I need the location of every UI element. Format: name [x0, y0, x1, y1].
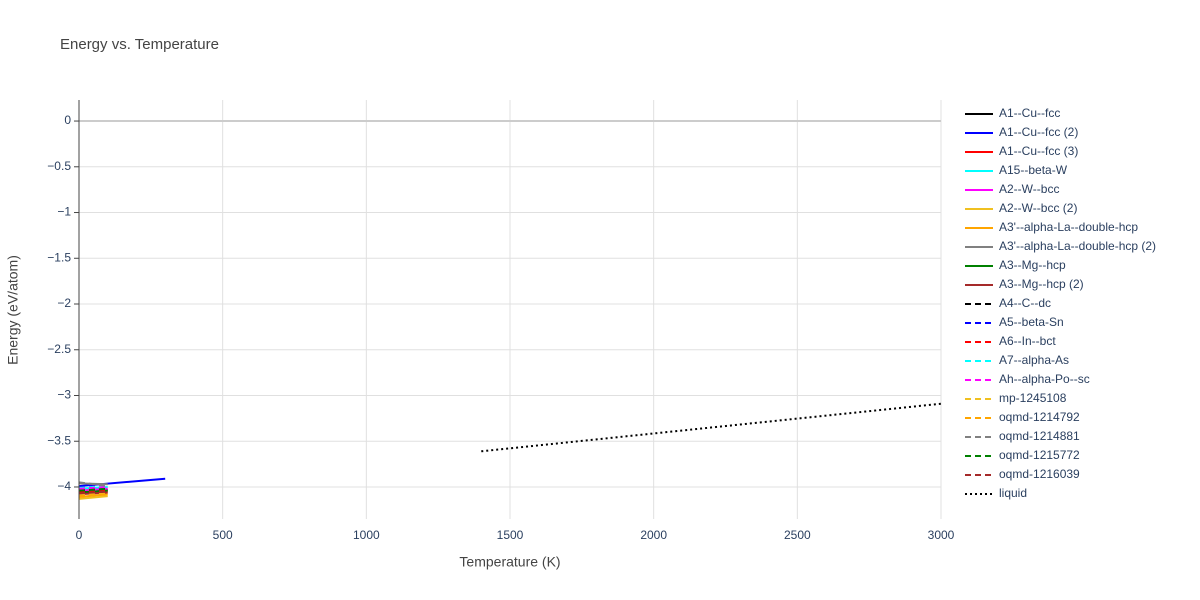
legend-label: A3--Mg--hcp: [999, 258, 1066, 272]
x-tick-label: 500: [213, 528, 233, 542]
series-line: [78, 493, 108, 498]
legend-label: A7--alpha-As: [999, 353, 1069, 367]
x-axis-title: Temperature (K): [459, 554, 560, 570]
y-tick-label: −4: [57, 479, 71, 493]
chart-title: Energy vs. Temperature: [60, 36, 219, 53]
legend-label: oqmd-1216039: [999, 467, 1080, 481]
legend-label: A3'--alpha-La--double-hcp: [999, 220, 1138, 234]
legend-label: A15--beta-W: [999, 163, 1068, 177]
legend-label: mp-1245108: [999, 391, 1067, 405]
legend-label: A5--beta-Sn: [999, 315, 1064, 329]
legend-label: A2--W--bcc (2): [999, 201, 1077, 215]
x-tick-label: 3000: [928, 528, 955, 542]
plot-area: [78, 402, 942, 500]
legend-label: Ah--alpha-Po--sc: [999, 372, 1090, 386]
series-line: [78, 490, 108, 495]
series-line: [78, 481, 108, 488]
x-tick-label: 1500: [497, 528, 524, 542]
y-tick-label: 0: [64, 113, 71, 127]
y-tick-label: −0.5: [47, 159, 71, 173]
legend-label: A3--Mg--hcp (2): [999, 277, 1084, 291]
y-axis-title: Energy (eV/atom): [5, 255, 21, 365]
x-tick-label: 0: [76, 528, 83, 542]
x-tick-label: 1000: [353, 528, 380, 542]
legend-label: A4--C--dc: [999, 296, 1051, 310]
y-tick-label: −2: [57, 296, 71, 310]
legend-label: A6--In--bct: [999, 334, 1056, 348]
y-tick-label: −3.5: [47, 433, 71, 447]
legend-label: A1--Cu--fcc (3): [999, 144, 1078, 158]
x-tick-label: 2500: [784, 528, 811, 542]
y-tick-label: −1: [57, 205, 71, 219]
legend-label: liquid: [999, 486, 1027, 500]
legend-label: oqmd-1214881: [999, 429, 1080, 443]
series-line: [481, 402, 942, 453]
x-tick-label: 2000: [640, 528, 667, 542]
legend: A1--Cu--fcc A1--Cu--fcc (2) A1--Cu--fcc (3…: [965, 106, 1156, 500]
y-tick-label: −1.5: [47, 250, 71, 264]
y-tick-label: −3: [57, 388, 71, 402]
grid: [78, 100, 942, 519]
series-line: [78, 487, 108, 492]
series-line: [78, 485, 108, 490]
legend-label: A1--Cu--fcc: [999, 106, 1060, 120]
series-line: [78, 495, 108, 500]
legend-label: oqmd-1214792: [999, 410, 1080, 424]
legend-label: oqmd-1215772: [999, 448, 1080, 462]
y-tick-label: −2.5: [47, 342, 71, 356]
legend-label: A2--W--bcc: [999, 182, 1059, 196]
legend-label: A1--Cu--fcc (2): [999, 125, 1078, 139]
legend-label: A3'--alpha-La--double-hcp (2): [999, 239, 1156, 253]
